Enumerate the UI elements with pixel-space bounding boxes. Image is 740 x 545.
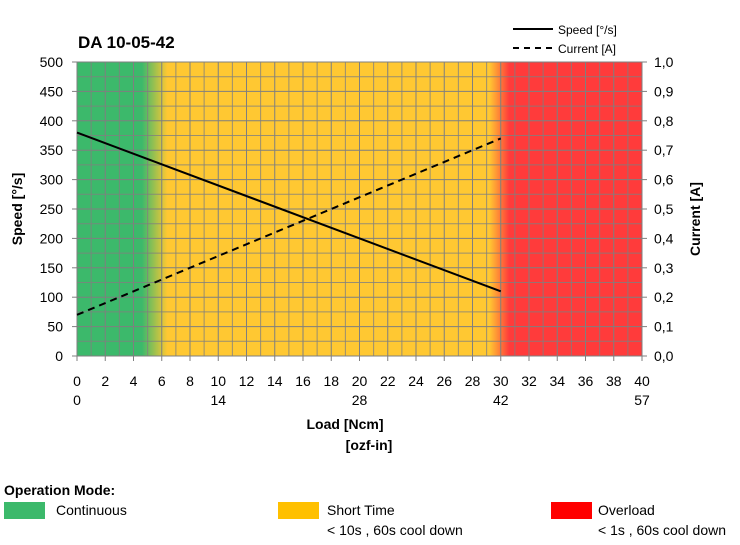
y-tick-label: 450	[40, 83, 64, 99]
x2-tick-label: 0	[73, 392, 81, 408]
y-right-axis-label: Current [A]	[687, 182, 703, 256]
x2-tick-label: 14	[210, 392, 226, 408]
operation-mode-legend: Operation Mode: Continuous Short Time < …	[0, 480, 740, 545]
y-tick-label: 250	[40, 201, 64, 217]
chart: 0 2 4 6 8 10 12 14 16 18 20 22 24 26 28 30 32 34 36 38 400 14…	[9, 23, 703, 453]
x-tick-label: 18	[323, 373, 339, 389]
x2-tick-label: 28	[352, 392, 368, 408]
x-tick-label: 38	[606, 373, 622, 389]
y-axis-label: Speed [°/s]	[9, 173, 25, 246]
chart-title: DA 10-05-42	[78, 33, 175, 52]
short-time-swatch	[278, 502, 319, 519]
x-tick-label: 20	[352, 373, 368, 389]
overload-swatch	[551, 502, 592, 519]
x-tick-label: 40	[634, 373, 650, 389]
x-tick-label: 22	[380, 373, 396, 389]
x2-tick-label: 42	[493, 392, 509, 408]
x2-axis-label: [ozf-in]	[346, 437, 393, 453]
short-time-label: Short Time	[327, 502, 395, 518]
y-right-tick-label: 0,2	[654, 289, 674, 305]
x-tick-label: 32	[521, 373, 537, 389]
legend-speed-label: Speed [°/s]	[558, 23, 617, 37]
x-tick-label: 12	[239, 373, 255, 389]
x-tick-label: 34	[549, 373, 565, 389]
x-tick-label: 30	[493, 373, 509, 389]
ticks: 0 2 4 6 8 10 12 14 16 18 20 22 24 26 28 30 32 34 36 38 400 14…	[40, 54, 674, 408]
y-tick-label: 400	[40, 113, 64, 129]
x-tick-label: 10	[210, 373, 226, 389]
x2-tick-label: 57	[634, 392, 650, 408]
y-tick-label: 100	[40, 289, 64, 305]
x-tick-label: 26	[436, 373, 452, 389]
x-tick-label: 36	[578, 373, 594, 389]
grid	[77, 62, 642, 356]
y-right-tick-label: 1,0	[654, 54, 674, 70]
x-tick-label: 6	[158, 373, 166, 389]
y-tick-label: 300	[40, 172, 64, 188]
x-axis-label: Load [Ncm]	[307, 416, 384, 432]
y-right-tick-label: 0,6	[654, 172, 674, 188]
series	[76, 131, 502, 316]
y-right-tick-label: 0,1	[654, 319, 674, 335]
operation-mode-title: Operation Mode:	[4, 482, 116, 498]
y-tick-label: 50	[47, 319, 63, 335]
x-tick-label: 4	[130, 373, 138, 389]
x-tick-label: 2	[101, 373, 109, 389]
y-right-tick-label: 0,9	[654, 83, 674, 99]
speed-series-line	[76, 131, 502, 293]
y-right-tick-label: 0,4	[654, 230, 674, 246]
x-tick-label: 0	[73, 373, 81, 389]
continuous-swatch	[4, 502, 45, 519]
overload-label: Overload	[598, 502, 655, 518]
continuous-label: Continuous	[56, 502, 127, 518]
y-right-tick-label: 0,7	[654, 142, 674, 158]
y-right-tick-label: 0,8	[654, 113, 674, 129]
x-tick-label: 8	[186, 373, 194, 389]
y-tick-label: 150	[40, 260, 64, 276]
legend: Speed [°/s] Current [A]	[513, 23, 617, 56]
y-tick-label: 0	[55, 348, 63, 364]
legend-current-label: Current [A]	[558, 42, 616, 56]
x-tick-label: 16	[295, 373, 311, 389]
x-tick-label: 28	[465, 373, 481, 389]
short-time-sub: < 10s , 60s cool down	[327, 522, 463, 538]
x-tick-label: 14	[267, 373, 283, 389]
overload-sub: < 1s , 60s cool down	[598, 522, 727, 538]
y-right-tick-label: 0,0	[654, 348, 674, 364]
y-tick-label: 200	[40, 230, 64, 246]
current-series-line	[76, 137, 502, 316]
x-tick-label: 24	[408, 373, 424, 389]
y-right-tick-label: 0,5	[654, 201, 674, 217]
y-tick-label: 350	[40, 142, 64, 158]
y-tick-label: 500	[40, 54, 64, 70]
y-right-tick-label: 0,3	[654, 260, 674, 276]
